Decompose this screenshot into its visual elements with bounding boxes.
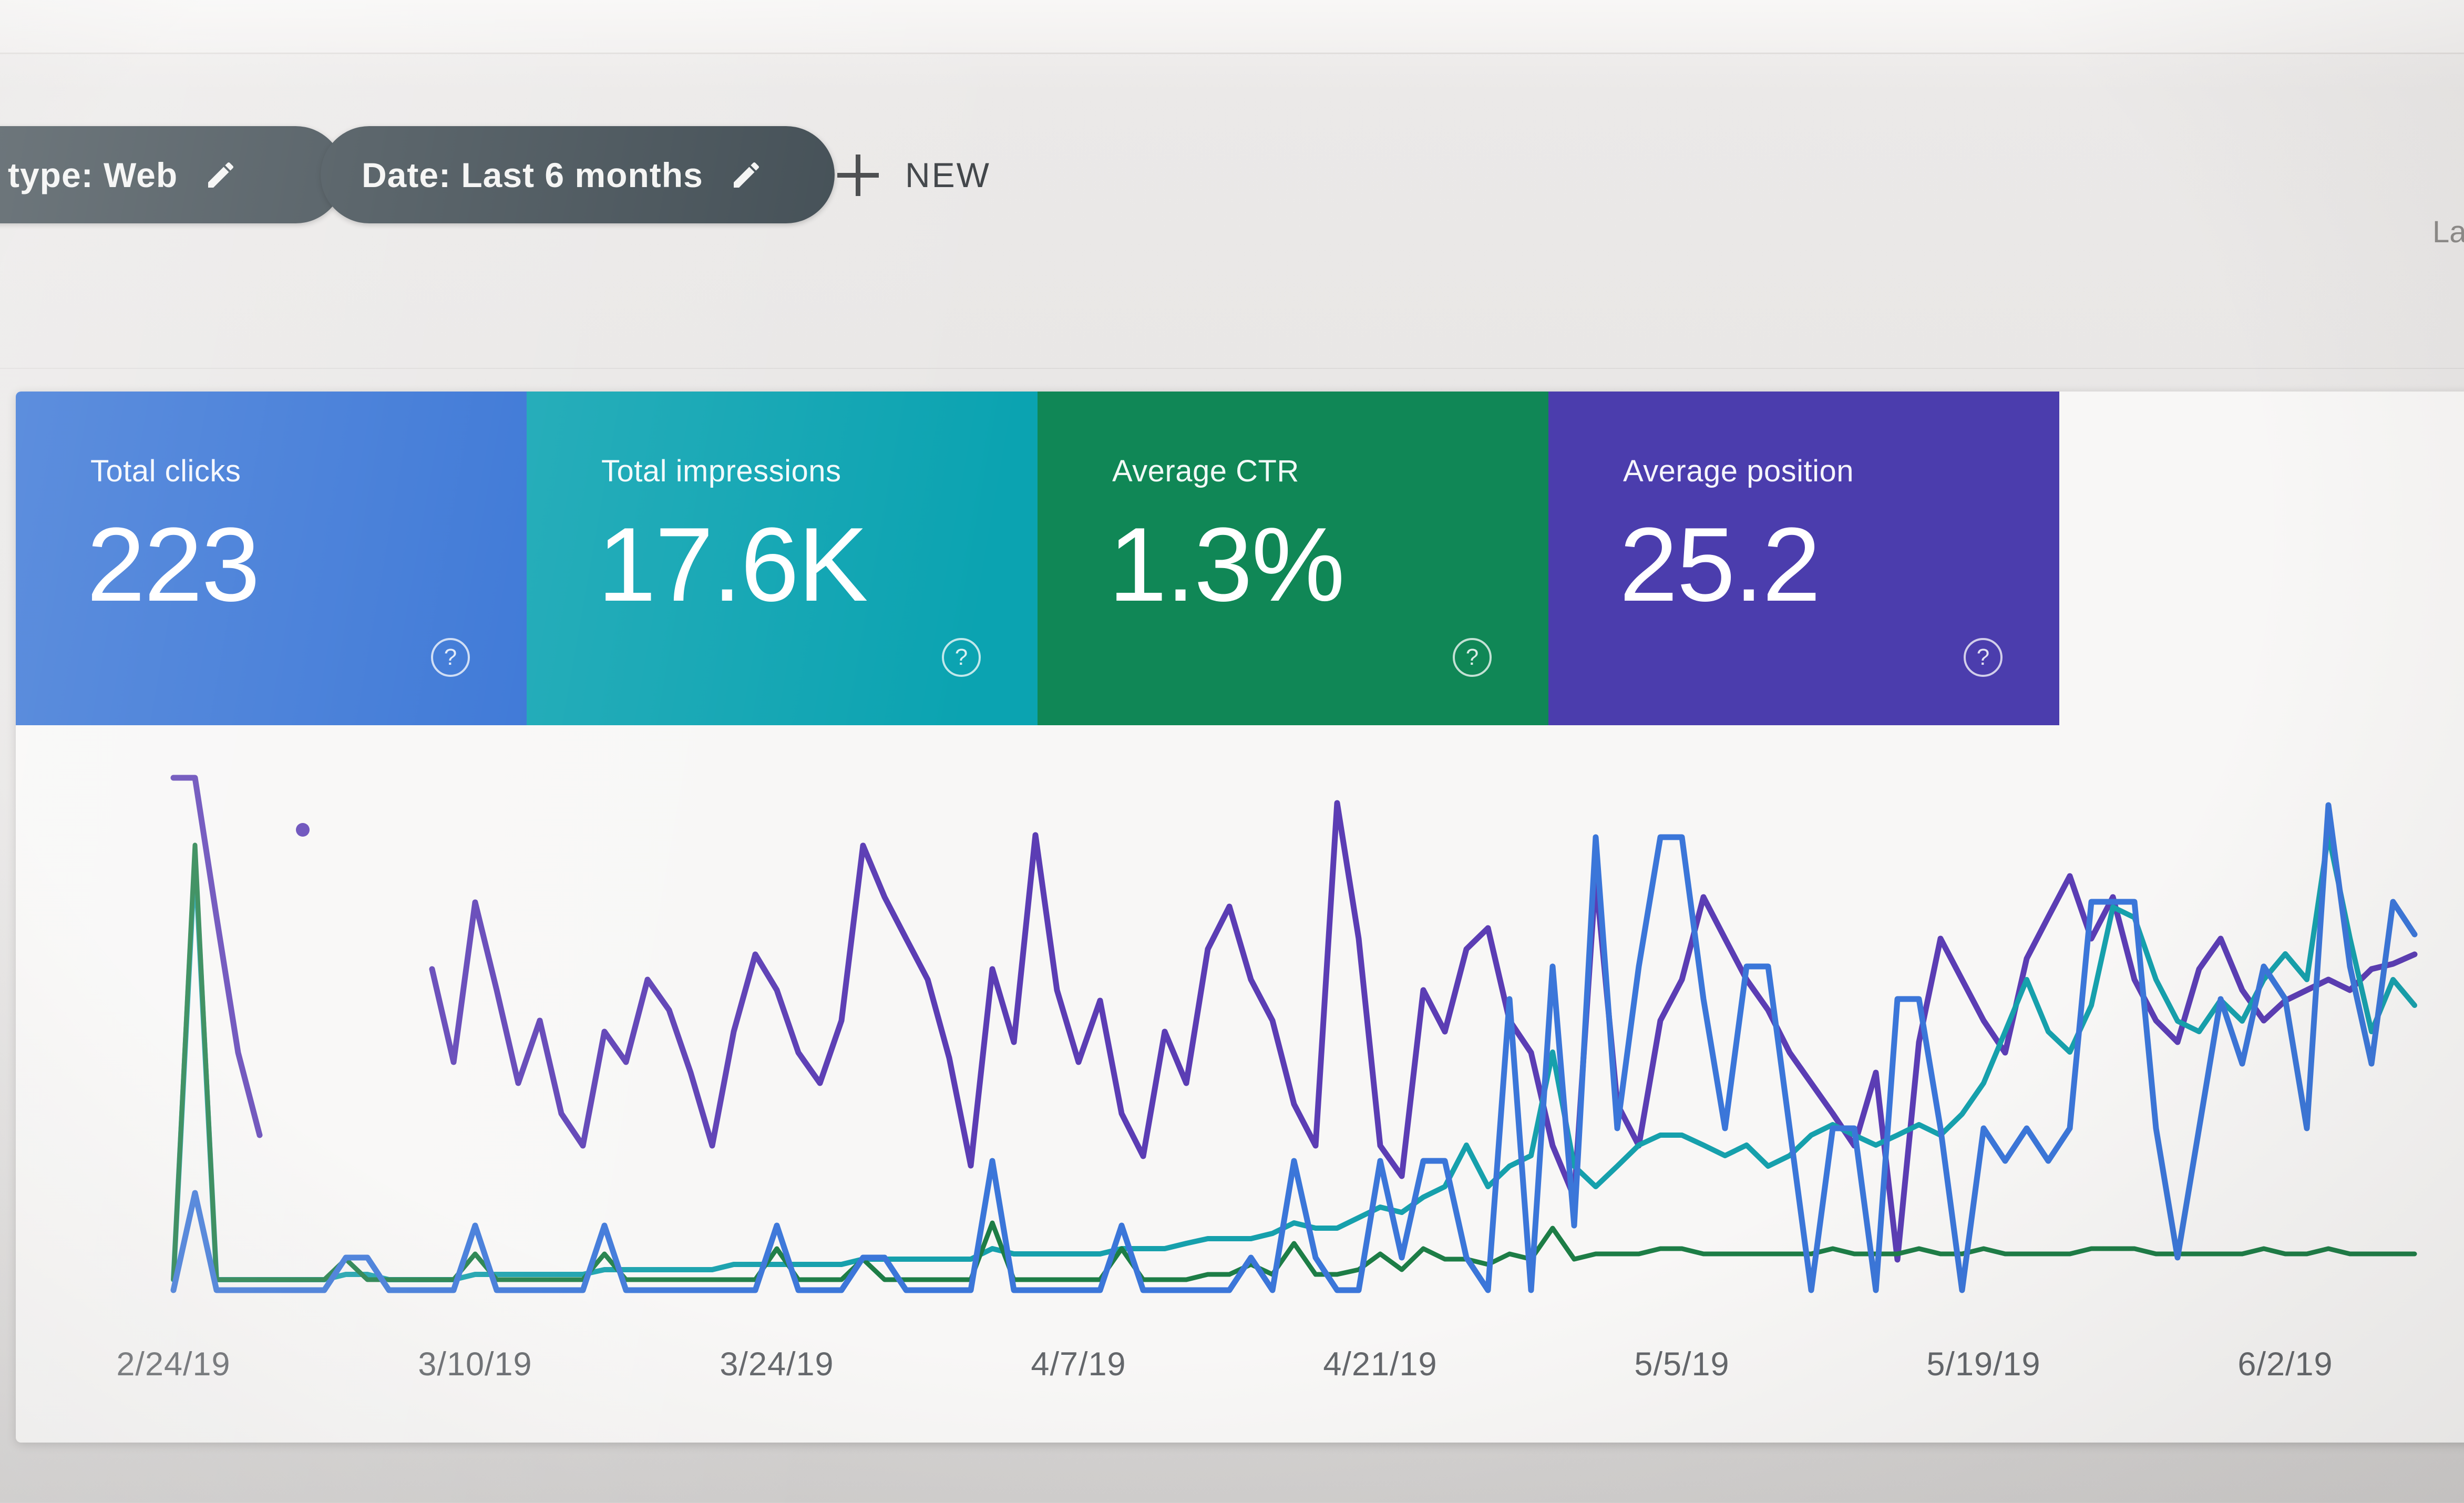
new-filter-button[interactable]: NEW [833,136,991,214]
header-divider [0,368,2464,369]
metric-value: 25.2 [1619,506,1821,623]
metric-label: Average position [1623,454,1854,488]
filter-chip-label: Date: Last 6 months [362,155,703,194]
metric-tile-average-position[interactable]: Average position 25.2 ? [1548,392,2059,725]
last-updated-partial-text: La [2432,215,2464,249]
metric-tile-average-ctr[interactable]: Average CTR 1.3% ? [1038,392,1548,725]
position-line-point[interactable] [296,823,310,837]
plus-icon [837,154,879,196]
help-icon[interactable]: ? [1964,638,2003,677]
clicks-line[interactable] [170,802,2418,1293]
ctr-line[interactable] [171,842,2417,1282]
x-axis-label: 6/2/19 [2237,1346,2333,1383]
x-axis-label: 4/7/19 [1031,1346,1126,1383]
filter-chip-search-type[interactable]: type: Web [0,126,344,223]
x-axis-label: 2/24/19 [116,1346,231,1383]
x-axis-label: 3/10/19 [418,1346,532,1383]
metric-label: Average CTR [1112,454,1299,488]
browser-top-strip [0,0,2464,54]
metric-label: Total clicks [90,454,241,488]
metric-tile-total-clicks[interactable]: Total clicks 223 ? [16,392,527,725]
x-axis-label: 3/24/19 [720,1346,834,1383]
x-axis-label: 4/21/19 [1323,1346,1438,1383]
metric-value: 223 [87,506,260,623]
position-line[interactable] [429,800,2418,1263]
filter-chip-date-range[interactable]: Date: Last 6 months [321,126,835,223]
metric-label: Total impressions [601,454,841,488]
help-icon[interactable]: ? [431,638,470,677]
filter-chip-label: type: Web [8,155,178,194]
help-icon[interactable]: ? [1453,638,1492,677]
metric-value: 1.3% [1108,506,1345,623]
metric-tiles-row: Total clicks 223 ? Total impressions 17.… [16,392,2060,725]
metric-tile-total-impressions[interactable]: Total impressions 17.6K ? [527,392,1038,725]
impressions-line[interactable] [171,832,2417,1282]
pencil-icon[interactable] [730,158,763,192]
position-line[interactable] [170,775,263,1138]
x-axis-label: 5/19/19 [1926,1346,2041,1383]
x-axis-label: 5/5/19 [1634,1346,1730,1383]
help-icon[interactable]: ? [942,638,981,677]
metric-value: 17.6K [598,506,868,623]
pencil-icon[interactable] [204,158,238,192]
new-button-label: NEW [905,156,991,194]
